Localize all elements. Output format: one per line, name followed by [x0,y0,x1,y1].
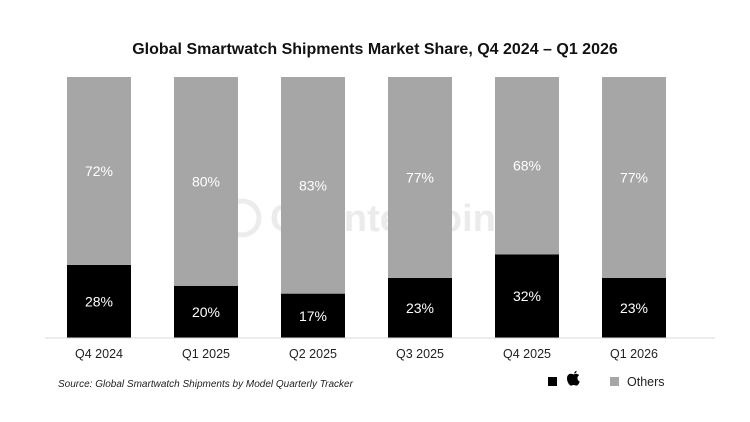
data-label-others-q1-2026: 77% [620,169,648,185]
data-label-others-q4-2025: 68% [513,158,541,174]
bar-others-q3-2025 [388,77,452,278]
legend-swatch-others [610,377,619,386]
data-label-others-q4-2024: 72% [85,163,113,179]
data-label-apple-q3-2025: 23% [406,300,434,316]
data-label-others-q3-2025: 77% [406,169,434,185]
legend-swatch-apple [548,377,557,386]
x-axis-ticks: Q4 2024 Q1 2025 Q2 2025 Q3 2025 Q4 2025 Q1 20… [75,347,658,361]
legend-label-others: Others [627,375,665,389]
bar-apple-q1-2025 [174,285,238,338]
bar-others-q2-2025 [281,77,345,294]
bar-apple-q4-2024 [67,264,131,338]
bar-others-q1-2026 [602,77,666,278]
data-label-others-q1-2025: 80% [192,173,220,189]
x-tick-label: Q2 2025 [289,347,337,361]
x-tick-label: Q1 2026 [610,347,658,361]
bar-others-q1-2025 [174,77,238,286]
source-note: Source: Global Smartwatch Shipments by M… [58,379,354,390]
legend: Others [548,370,665,389]
chart-title: Global Smartwatch Shipments Market Share… [132,41,618,58]
bar-apple-q2-2025 [281,293,345,338]
data-label-apple-q1-2026: 23% [620,300,648,316]
bar-apple-q3-2025 [388,277,452,338]
data-label-apple-q4-2025: 32% [513,288,541,304]
data-label-apple-q2-2025: 17% [299,308,327,324]
data-label-others-q2-2025: 83% [299,177,327,193]
bar-others-q4-2025 [495,77,559,255]
apple-logo-icon [567,370,580,386]
watermark: Counterpoint [222,198,509,240]
bar-others-q4-2024 [67,77,131,265]
data-label-apple-q4-2024: 28% [85,293,113,309]
bars: 28% 72% 20% 80% 17% 83% 23% 77% 32% 68% 23% 77% [67,77,666,338]
x-tick-label: Q4 2025 [503,347,551,361]
data-label-apple-q1-2025: 20% [192,304,220,320]
x-tick-label: Q4 2024 [75,347,123,361]
x-tick-label: Q3 2025 [396,347,444,361]
x-tick-label: Q1 2025 [182,347,230,361]
bar-apple-q1-2026 [602,277,666,338]
bar-apple-q4-2025 [495,254,559,338]
